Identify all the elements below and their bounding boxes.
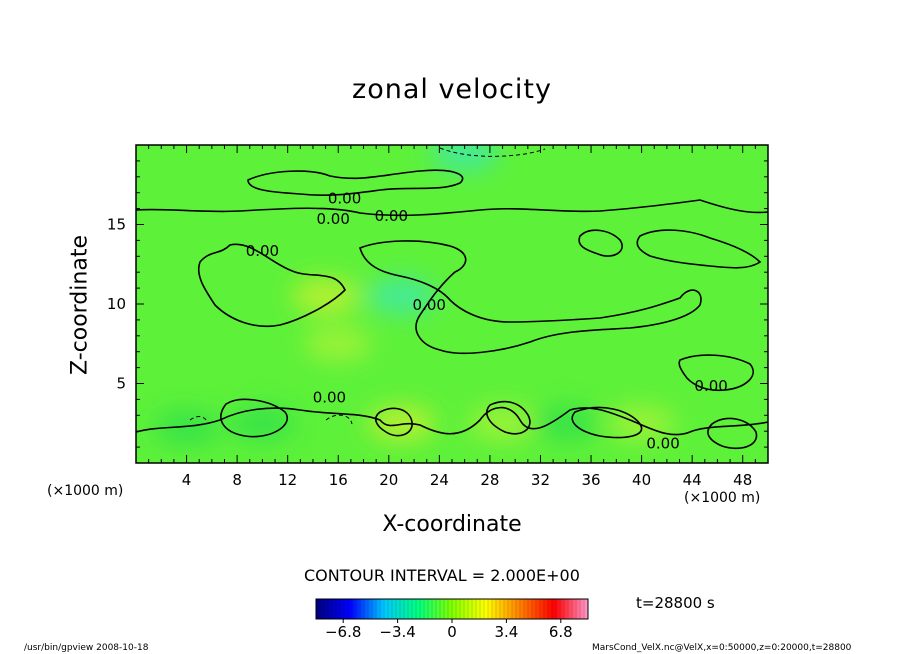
heatmap-patch [367, 405, 436, 442]
x-tick-label: 4 [182, 471, 192, 489]
footer-left: /usr/bin/gpview 2008-10-18 [24, 643, 149, 653]
colorbar-tick-label: −6.8 [325, 623, 361, 641]
contour-line-lower-loop-2 [374, 407, 413, 437]
heatmap-patch [468, 405, 537, 442]
contour-line-cloud-top [247, 169, 464, 196]
contour-line-mid-center [359, 240, 702, 355]
heatmap-patch [304, 325, 373, 362]
heatmap-patch [152, 410, 221, 447]
x-tick-label: 48 [733, 471, 752, 489]
contour-labels: 0.00 0.00 0.00 0.00 0.00 0.00 0.00 0.00 [246, 190, 728, 453]
contour-line-upper [136, 199, 768, 217]
contour-label: 0.00 [646, 434, 679, 452]
contour-label: 0.00 [375, 207, 408, 225]
contour-label: 0.00 [413, 296, 446, 314]
colorbar-tick-label: −3.4 [379, 623, 415, 641]
colorbar-stripes [319, 599, 585, 619]
contour-line-lower-loop-5 [707, 417, 758, 450]
x-tick-label: 32 [531, 471, 550, 489]
y-axis-label: Z-coordinate [67, 235, 93, 375]
x-unit-label-left: (×1000 m) [47, 483, 124, 499]
contour-dashed-lower-2 [325, 414, 353, 425]
footer-right: MarsCond_VelX.nc@VelX,x=0:50000,z=0:2000… [592, 643, 852, 653]
negative-contours [189, 147, 546, 425]
x-tick-label: 24 [430, 471, 449, 489]
chart-title: zonal velocity [352, 74, 552, 105]
x-tick-label: 16 [329, 471, 348, 489]
contour-label: 0.00 [246, 242, 279, 260]
colorbar-ticks: −6.8 −3.4 0 3.4 6.8 [325, 619, 573, 641]
contour-label: 0.00 [694, 377, 727, 395]
contour-line-lower-loop-3 [486, 400, 531, 435]
contour-line-mid-left [197, 243, 346, 328]
contour-line-right-cluster [578, 229, 762, 269]
x-unit-label-right: (×1000 m) [684, 490, 761, 506]
y-tick-label: 10 [107, 295, 126, 313]
plot-area: 0.00 0.00 0.00 0.00 0.00 0.00 0.00 0.00 [136, 145, 768, 463]
heatmap-patch [291, 278, 360, 315]
contour-label: 0.00 [313, 388, 346, 406]
contour-line-lower-loop-1 [220, 398, 288, 438]
zero-contours [136, 169, 768, 450]
x-axis-ticks: 4 8 12 16 20 24 28 32 36 40 44 48 [135, 145, 769, 489]
x-tick-label: 36 [581, 471, 600, 489]
contour-dashed-top [439, 147, 546, 157]
colorbar: −6.8 −3.4 0 3.4 6.8 [315, 598, 589, 641]
x-tick-label: 12 [278, 471, 297, 489]
x-tick-label: 40 [632, 471, 651, 489]
colorbar-tick-label: 3.4 [494, 623, 518, 641]
heatmap-patch [531, 405, 600, 442]
heatmap-patch [367, 278, 436, 315]
y-tick-label: 15 [107, 216, 126, 234]
contour-interval-label: CONTOUR INTERVAL = 2.000E+00 [304, 566, 580, 585]
contour-line-lower-loop-4 [571, 406, 643, 439]
contour-line-lower-band [136, 406, 768, 436]
time-label: t=28800 s [636, 594, 715, 612]
y-axis-ticks: 5 10 15 [107, 144, 768, 464]
y-tick-label: 5 [116, 375, 126, 393]
colorbar-tick-label: 0 [447, 623, 457, 641]
heatmap-patch [228, 405, 297, 442]
heatmap-patch [430, 145, 499, 171]
colorbar-tick-label: 6.8 [549, 623, 573, 641]
x-tick-label: 28 [480, 471, 499, 489]
x-tick-label: 44 [683, 471, 702, 489]
x-axis-label: X-coordinate [382, 512, 522, 537]
x-tick-label: 8 [232, 471, 242, 489]
contour-dashed-lower-1 [189, 416, 209, 425]
x-tick-label: 20 [379, 471, 398, 489]
contour-line-right-mid [678, 354, 754, 392]
contour-label: 0.00 [316, 210, 349, 228]
contour-label: 0.00 [328, 190, 361, 208]
